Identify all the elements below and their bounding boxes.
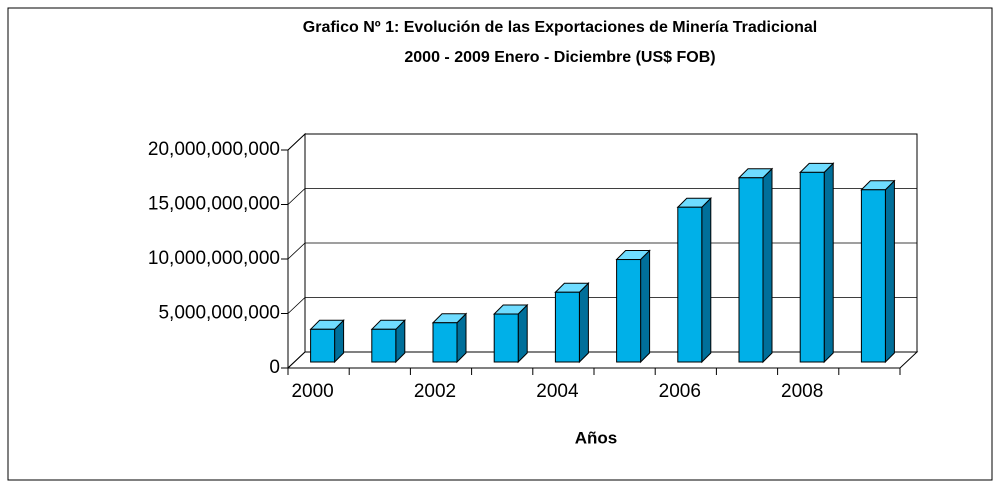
bar: [616, 259, 642, 363]
grid-line: [287, 242, 917, 260]
bar-side: [823, 162, 834, 364]
chart-title: Grafico Nº 1: Evolución de las Exportaci…: [303, 19, 817, 36]
bar-side: [578, 282, 589, 364]
bar: [310, 328, 336, 363]
y-tick-label: 15,000,000,000: [148, 194, 280, 215]
y-tick-label: 10,000,000,000: [148, 248, 280, 269]
bar: [554, 291, 580, 363]
x-axis-label: Años: [575, 428, 618, 447]
grid-line: [287, 297, 917, 314]
grid-line: [287, 133, 917, 151]
bar-side: [640, 249, 651, 364]
bar: [677, 206, 703, 363]
bar: [432, 322, 458, 363]
bar-side: [884, 179, 895, 364]
bar: [371, 328, 397, 363]
bar-side: [517, 303, 528, 364]
bar: [799, 171, 825, 363]
bar: [738, 177, 764, 363]
x-tick-label: 2000: [291, 381, 333, 402]
bar: [860, 189, 886, 363]
y-tick-label: 20,000,000,000: [148, 139, 280, 160]
chart-subtitle: 2000 - 2009 Enero - Diciembre (US$ FOB): [404, 49, 715, 66]
y-tick-label: 0: [269, 357, 280, 378]
x-tick-label: 2002: [414, 381, 456, 402]
x-tick-label: 2008: [781, 381, 823, 402]
grid-line: [287, 188, 917, 205]
grid-line: [287, 351, 917, 369]
bar-side: [762, 167, 773, 364]
bar: [493, 313, 519, 363]
x-tick-label: 2006: [659, 381, 701, 402]
bar-side: [701, 197, 712, 364]
y-tick-label: 5,000,000,000: [158, 303, 280, 324]
x-tick-label: 2004: [536, 381, 579, 402]
